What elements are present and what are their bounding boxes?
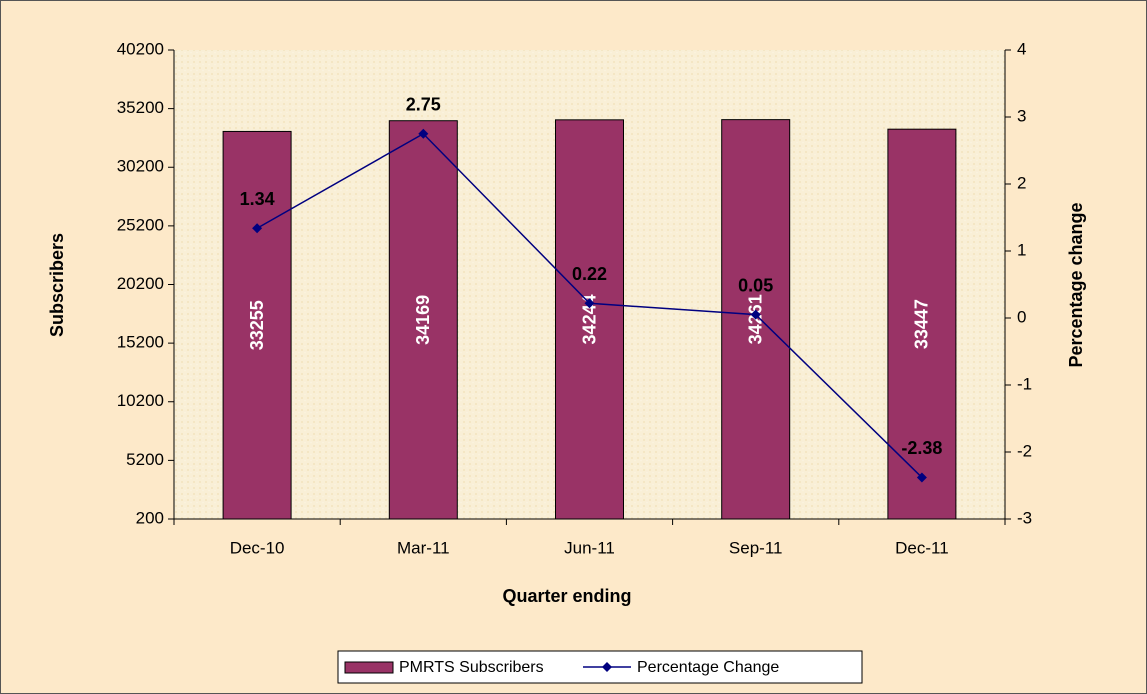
x-axis-title: Quarter ending: [502, 586, 631, 606]
bar: [222, 130, 292, 520]
legend-marker: [602, 662, 612, 672]
line-marker: [584, 298, 595, 309]
bar: [887, 128, 957, 520]
line-value-label: 1.34: [240, 189, 275, 209]
bar-value-label: 34244: [579, 294, 599, 344]
y-tick-label: 20200: [117, 274, 164, 293]
y-axis-title: Subscribers: [47, 233, 67, 337]
y-tick-label: 5200: [126, 450, 164, 469]
x-tick-label: Mar-11: [397, 538, 450, 557]
y-tick-label: 25200: [117, 215, 164, 234]
y2-tick-label: -3: [1017, 508, 1032, 527]
x-tick-label: Dec-10: [230, 538, 285, 557]
line-value-label: 0.05: [738, 275, 773, 295]
y2-tick-label: 4: [1017, 39, 1026, 58]
y2-tick-label: 0: [1017, 307, 1026, 326]
bar: [388, 120, 458, 520]
x-tick-label: Sep-11: [729, 538, 783, 557]
y2-tick-label: -1: [1017, 374, 1032, 393]
line-value-label: 0.22: [572, 264, 607, 284]
y-tick-label: 10200: [117, 391, 164, 410]
line-value-label: -2.38: [901, 438, 942, 458]
x-tick-label: Jun-11: [564, 538, 615, 557]
legend-swatch: [344, 661, 394, 674]
bar-value-label: 33447: [912, 299, 932, 349]
y-tick-label: 35200: [117, 98, 164, 117]
y-tick-label: 30200: [117, 157, 164, 176]
y-tick-label: 15200: [117, 333, 164, 352]
line-marker: [252, 223, 263, 234]
line-value-label: 2.75: [406, 95, 441, 115]
y-tick-label: 40200: [117, 39, 164, 58]
y2-tick-label: 3: [1017, 106, 1026, 125]
line-marker: [916, 472, 927, 483]
bar-value-label: 34169: [413, 295, 433, 345]
y-tick-label: 200: [136, 508, 164, 527]
bar: [555, 119, 624, 520]
y2-tick-label: 2: [1017, 173, 1026, 192]
bar-value-label: 33255: [247, 300, 267, 350]
legend-label: PMRTS Subscribers: [399, 659, 544, 676]
x-tick-label: Dec-11: [895, 538, 949, 557]
y2-tick-label: 1: [1017, 240, 1026, 259]
y2-tick-label: -2: [1017, 441, 1032, 460]
y2-axis-title: Percentage change: [1066, 202, 1086, 367]
line-marker: [418, 128, 429, 139]
legend-label: Percentage Change: [637, 659, 779, 676]
line-marker: [750, 309, 761, 320]
